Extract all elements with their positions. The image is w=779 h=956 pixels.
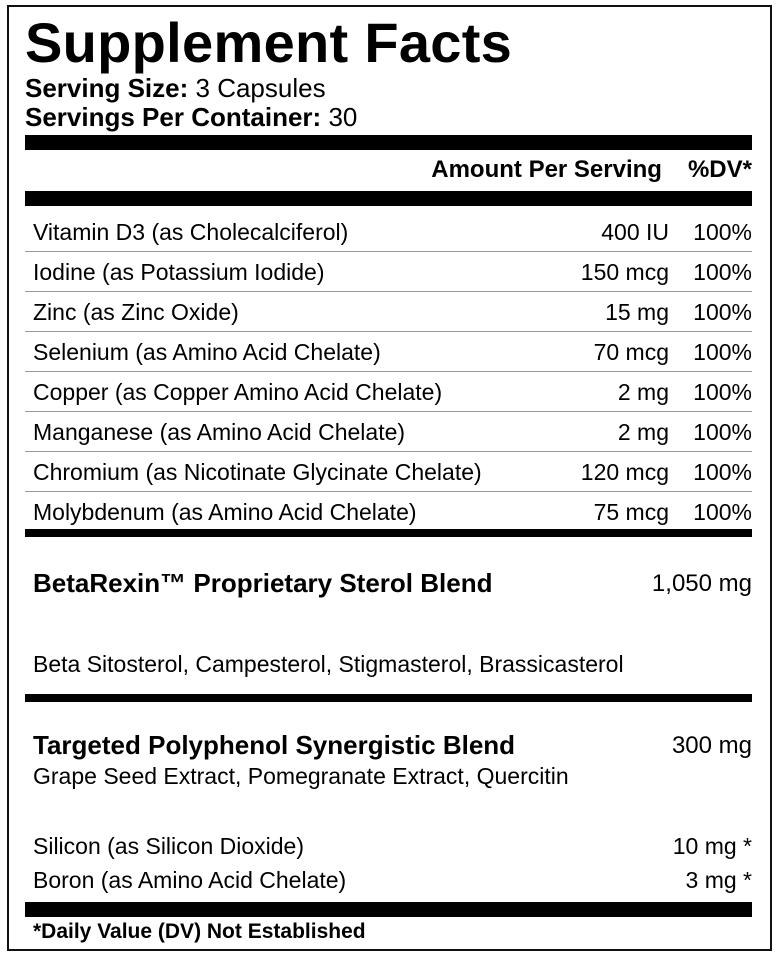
nutrient-row: Vitamin D3 (as Cholecalciferol) 400 IU 100… — [25, 212, 752, 252]
nutrient-name: Vitamin D3 (as Cholecalciferol) — [33, 219, 349, 245]
row-separator — [25, 251, 752, 252]
row-separator — [25, 451, 752, 452]
divider-bar — [25, 135, 752, 150]
supplement-facts-panel — [7, 5, 772, 951]
row-separator — [25, 411, 752, 412]
nutrient-name: Molybdenum (as Amino Acid Chelate) — [33, 499, 417, 525]
nutrient-name: Chromium (as Nicotinate Glycinate Chelat… — [33, 459, 482, 485]
nutrient-row: Selenium (as Amino Acid Chelate) 70 mcg 10… — [25, 332, 752, 372]
nutrient-name: Zinc (as Zinc Oxide) — [33, 299, 239, 325]
nutrient-amount: 2 mg — [617, 379, 669, 405]
serving-size-value: 3 Capsules — [195, 73, 326, 103]
nutrient-dv: 100% — [693, 259, 752, 285]
serving-size-label: Serving Size: — [25, 73, 189, 103]
column-header: Amount Per Serving %DV* — [431, 156, 752, 184]
nutrient-amount: 75 mcg — [593, 499, 669, 525]
nutrient-amount: 400 IU — [601, 219, 669, 245]
nutrient-amount: 15 mg — [605, 299, 669, 325]
other-amount: 10 mg * — [672, 833, 752, 859]
other-amount: 3 mg * — [685, 867, 752, 893]
nutrient-amount: 120 mcg — [580, 459, 669, 485]
nutrient-name: Manganese (as Amino Acid Chelate) — [33, 419, 406, 445]
servings-per-container: Servings Per Container: 30 — [25, 103, 357, 131]
divider-bar — [25, 529, 752, 537]
nutrient-amount: 150 mcg — [580, 259, 669, 285]
nutrient-dv: 100% — [693, 219, 752, 245]
other-name: Boron (as Amino Acid Chelate) — [33, 867, 347, 893]
nutrient-row: Copper (as Copper Amino Acid Chelate) 2 m… — [25, 372, 752, 412]
blend1-name: BetaRexin™ Proprietary Sterol Blend — [33, 568, 493, 598]
blend2-ingredients: Grape Seed Extract, Pomegranate Extract,… — [33, 763, 569, 789]
blend1-ingredients: Beta Sitosterol, Campesterol, Stigmaster… — [33, 651, 624, 677]
nutrient-row: Manganese (as Amino Acid Chelate) 2 mg 100… — [25, 412, 752, 452]
nutrient-dv: 100% — [693, 499, 752, 525]
nutrient-dv: 100% — [693, 459, 752, 485]
nutrient-dv: 100% — [693, 419, 752, 445]
divider-bar — [25, 191, 752, 206]
servings-per-container-value: 30 — [328, 102, 358, 132]
servings-per-container-label: Servings Per Container: — [25, 102, 322, 132]
nutrient-row: Molybdenum (as Amino Acid Chelate) 75 mcg… — [25, 492, 752, 532]
serving-size: Serving Size: 3 Capsules — [25, 74, 326, 102]
footnote: *Daily Value (DV) Not Established — [33, 920, 366, 943]
divider-bar — [25, 694, 752, 702]
nutrient-name: Iodine (as Potassium Iodide) — [33, 259, 325, 285]
panel-title: Supplement Facts — [25, 11, 513, 74]
nutrient-dv: 100% — [693, 379, 752, 405]
nutrient-name: Copper (as Copper Amino Acid Chelate) — [33, 379, 443, 405]
row-separator — [25, 291, 752, 292]
blend2-name: Targeted Polyphenol Synergistic Blend — [33, 730, 516, 760]
nutrient-dv: 100% — [693, 299, 752, 325]
nutrient-row: Iodine (as Potassium Iodide) 150 mcg 100% — [25, 252, 752, 292]
blend2-amount: 300 mg — [671, 732, 752, 759]
nutrient-name: Selenium (as Amino Acid Chelate) — [33, 339, 381, 365]
nutrient-amount: 2 mg — [617, 419, 669, 445]
row-separator — [25, 491, 752, 492]
nutrient-dv: 100% — [693, 339, 752, 365]
nutrient-row: Chromium (as Nicotinate Glycinate Chelat… — [25, 452, 752, 492]
row-separator — [25, 331, 752, 332]
divider-bar — [25, 902, 752, 917]
dv-header: %DV* — [687, 156, 752, 183]
other-name: Silicon (as Silicon Dioxide) — [33, 833, 304, 859]
blend1-amount: 1,050 mg — [651, 570, 752, 597]
amount-header: Amount Per Serving — [431, 156, 662, 183]
row-separator — [25, 371, 752, 372]
nutrient-row: Zinc (as Zinc Oxide) 15 mg 100% — [25, 292, 752, 332]
nutrient-amount: 70 mcg — [593, 339, 669, 365]
